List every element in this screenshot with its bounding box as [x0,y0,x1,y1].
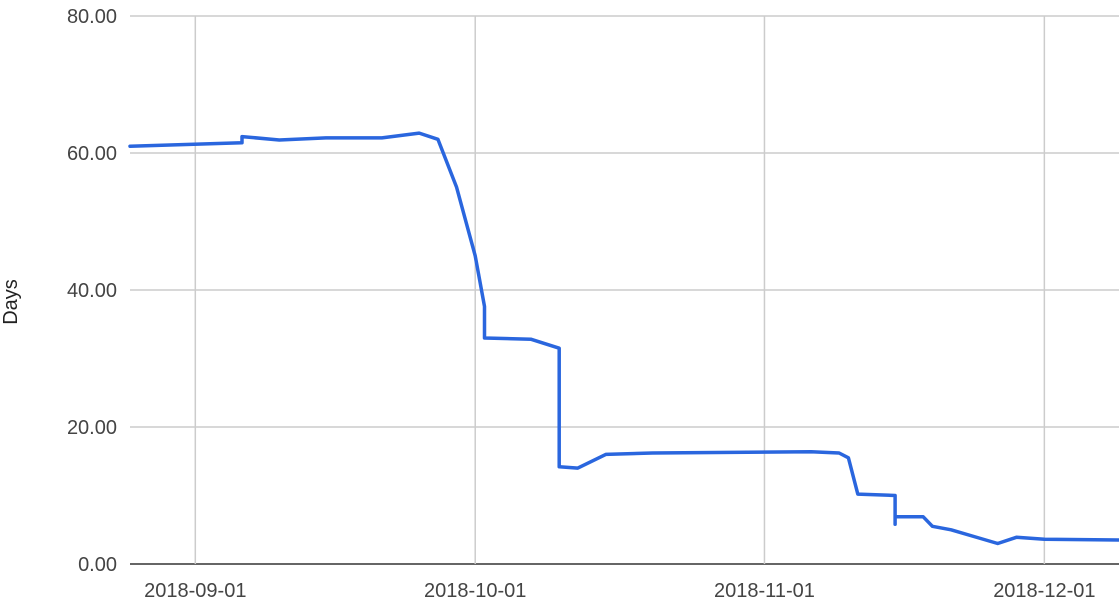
y-tick-label: 0.00 [78,554,117,576]
y-tick-label: 80.00 [67,6,117,28]
gridlines [130,15,1119,565]
x-tick-label: 2018-09-01 [144,580,246,600]
y-tick-label: 60.00 [67,143,117,165]
series-layer [128,131,1119,546]
x-tick-label: 2018-12-01 [993,580,1095,600]
x-tick-label: 2018-10-01 [424,580,526,600]
x-axis-tick-labels: 2018-09-01 2018-10-01 2018-11-01 2018-12-01 [144,580,1095,600]
y-tick-label: 40.00 [67,280,117,302]
y-tick-label: 20.00 [67,417,117,439]
y-axis-title: Days [0,279,22,325]
series-line [128,131,1119,546]
y-axis-tick-labels: 0.00 20.00 40.00 60.00 80.00 [67,6,117,576]
x-tick-label: 2018-11-01 [714,580,815,600]
